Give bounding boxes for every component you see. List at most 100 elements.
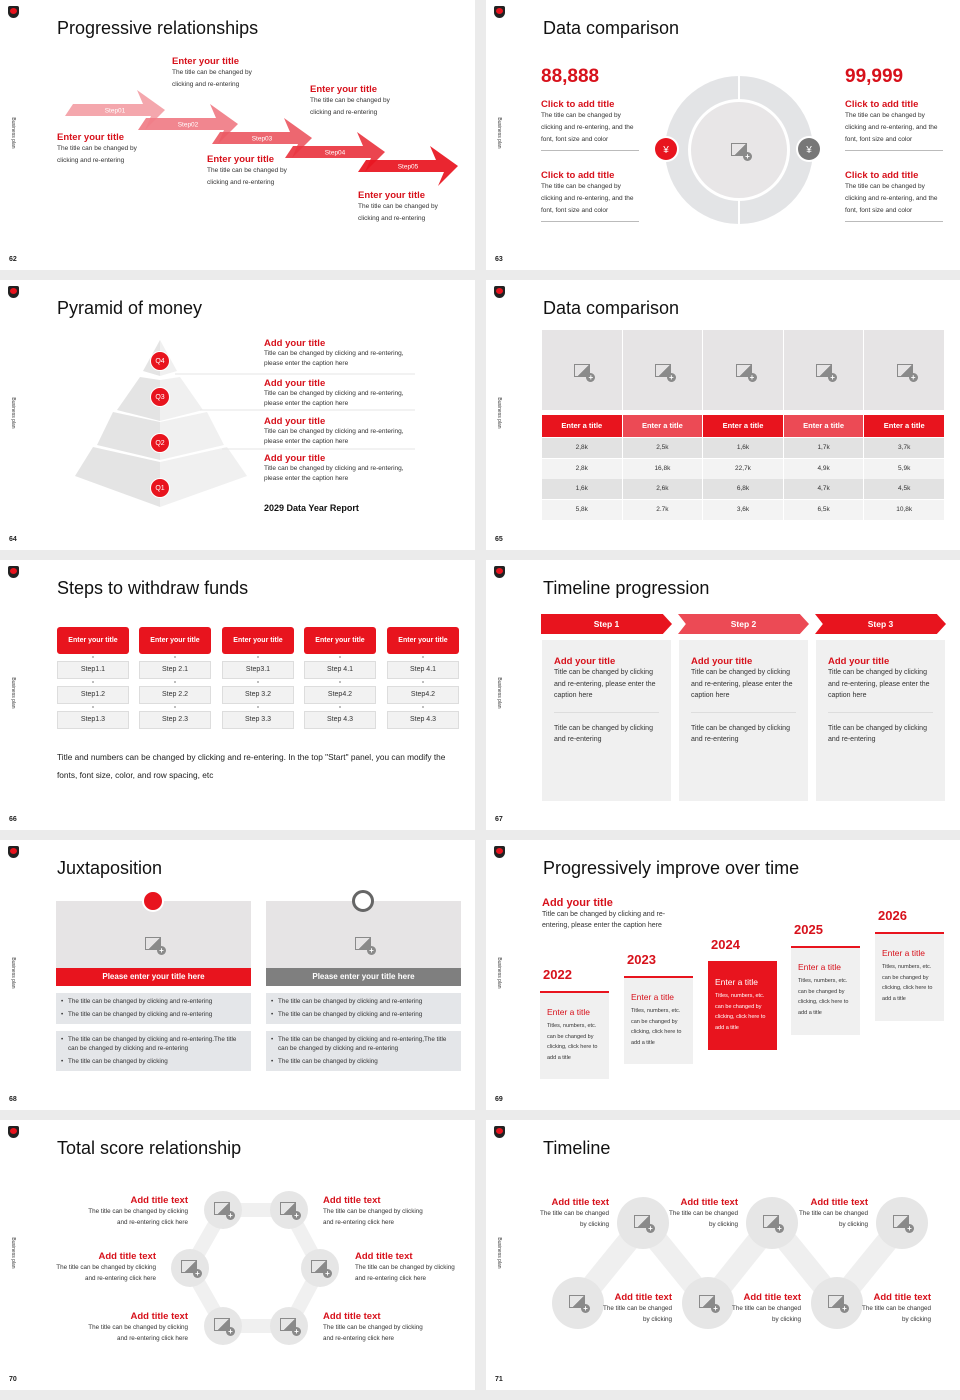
slide-62[interactable]: Business plan 62 Progressive relationshi… [0, 0, 475, 270]
image-placeholder-icon[interactable] [735, 364, 757, 382]
table-cell: 22,7k [703, 458, 783, 479]
image-placeholder-icon[interactable] [893, 1215, 914, 1233]
item-title: Add your title [264, 416, 326, 427]
step-box[interactable]: Step4.2 [304, 686, 376, 704]
item-desc: The title can be changed by clicking and… [323, 1324, 423, 1342]
year-card-title: Enter a title [715, 977, 758, 987]
left-value: 88,888 [541, 66, 600, 87]
text-block: Add title text The title can be changed b… [731, 1292, 801, 1325]
slide-65[interactable]: Business plan 65 Data comparison Enter a… [486, 280, 960, 550]
item-desc: Title can be changed by clicking and re-… [264, 390, 404, 407]
step-box[interactable]: Step 4.1 [387, 661, 459, 679]
image-placeholder-icon[interactable] [311, 1260, 332, 1278]
image-placeholder-icon[interactable] [763, 1215, 784, 1233]
svg-text:¥: ¥ [805, 145, 812, 156]
item-desc: The title can be changed by clicking [603, 1305, 672, 1323]
step-header-button[interactable]: Enter your title [222, 627, 294, 654]
step-header-button[interactable]: Enter your title [304, 627, 376, 654]
step-box[interactable]: Step3.1 [222, 661, 294, 679]
note-text: Title and numbers can be changed by clic… [57, 752, 446, 780]
connector-dot [92, 656, 94, 658]
image-area[interactable] [56, 901, 251, 968]
connector-dot [92, 681, 94, 683]
image-placeholder-icon[interactable] [355, 937, 376, 955]
step-chevron[interactable]: Step 2 [678, 614, 809, 634]
item-title: Enter your title [310, 84, 378, 95]
step-header-button[interactable]: Enter your title [57, 627, 129, 654]
slide-69[interactable]: Business plan 69 Progressively improve o… [486, 840, 960, 1110]
step-box[interactable]: Step 3.3 [222, 711, 294, 729]
bullet-item: The title can be changed by clicking and… [266, 1035, 457, 1053]
step-box[interactable]: Step 3.2 [222, 686, 294, 704]
year-card[interactable]: Enter a title Titles, numbers, etc. can b… [624, 976, 693, 1064]
step-box[interactable]: Step 4.1 [304, 661, 376, 679]
slide-71[interactable]: Business plan 71 Timeline Add title text… [486, 1120, 960, 1390]
image-area[interactable] [266, 901, 461, 968]
bullet-item: The title can be changed by clicking and… [266, 1010, 457, 1019]
year-card[interactable]: Enter a title Titles, numbers, etc. can b… [540, 991, 609, 1079]
step-label: Step05 [398, 164, 419, 171]
image-placeholder-icon[interactable] [569, 1295, 590, 1313]
page-number: 68 [9, 1096, 17, 1103]
side-label: Business plan [496, 677, 502, 709]
slide-68[interactable]: Business plan 68 Juxtaposition Please en… [0, 840, 475, 1110]
item-desc: The title can be changed by clicking [540, 1210, 609, 1228]
level-badge: Q4 [150, 351, 170, 371]
step-box[interactable]: Step1.3 [57, 711, 129, 729]
slide-66[interactable]: Business plan 66 Steps to withdraw funds… [0, 560, 475, 830]
page-number: 63 [495, 256, 503, 263]
step-header-button[interactable]: Enter your title [139, 627, 211, 654]
slide-67[interactable]: Business plan 67 Timeline progression St… [486, 560, 960, 830]
step-box[interactable]: Step 4.3 [304, 711, 376, 729]
step-box[interactable]: Step1.2 [57, 686, 129, 704]
image-placeholder-icon[interactable] [634, 1215, 655, 1233]
slide-63[interactable]: Business plan 63 Data comparison ¥ ¥ 88,… [486, 0, 960, 270]
image-placeholder-icon[interactable] [574, 364, 596, 382]
year-card[interactable]: Enter a title Titles, numbers, etc. can b… [791, 946, 860, 1035]
pyramid [75, 340, 415, 507]
intro-desc: Title can be changed by clicking and re-… [542, 911, 666, 929]
step-box[interactable]: Step 2.3 [139, 711, 211, 729]
item-desc: The title can be changed by clicking and… [358, 203, 438, 222]
image-placeholder-icon[interactable] [280, 1318, 301, 1336]
page-number: 67 [495, 816, 503, 823]
item-desc: The title can be changed by clicking and… [845, 183, 938, 214]
text-block: Add title text The title can be changed b… [668, 1197, 738, 1230]
step-box[interactable]: Step 4.3 [387, 711, 459, 729]
step-box[interactable]: Step 2.1 [139, 661, 211, 679]
table-cell: 1,6k [703, 438, 783, 458]
item-desc: The title can be changed by clicking [799, 1210, 868, 1228]
step-box[interactable]: Step 2.2 [139, 686, 211, 704]
text-block: Add title text The title can be changed b… [539, 1197, 609, 1230]
step-chevron[interactable]: Step 1 [541, 614, 672, 634]
image-placeholder-icon[interactable] [214, 1202, 235, 1220]
step-header-button[interactable]: Enter your title [387, 627, 459, 654]
right-value: 99,999 [845, 66, 904, 87]
step-chevron[interactable]: Step 3 [815, 614, 946, 634]
image-placeholder-icon[interactable] [181, 1260, 202, 1278]
image-placeholder-icon[interactable] [699, 1295, 720, 1313]
bullet-item: The title can be changed by clicking [266, 1057, 457, 1066]
image-placeholder-icon[interactable] [280, 1202, 301, 1220]
image-placeholder-icon[interactable] [214, 1318, 235, 1336]
step-arrows: Step01 Step02 Step03 Step04 Step05 [65, 90, 458, 186]
panel-title-band[interactable]: Please enter your title here [56, 968, 251, 986]
slide-70[interactable]: Business plan 70 Total score relationshi… [0, 1120, 475, 1390]
image-placeholder-icon[interactable] [731, 143, 752, 161]
item-desc: The title can be changed by clicking [862, 1305, 931, 1323]
year-card[interactable]: Enter a title Titles, numbers, etc. can b… [708, 961, 777, 1050]
image-placeholder-icon[interactable] [896, 364, 918, 382]
item-title: Add your title [264, 453, 326, 464]
year-label: 2026 [878, 908, 907, 923]
image-placeholder-icon[interactable] [654, 364, 676, 382]
slide-64[interactable]: Business plan 64 Pyramid of money Q4 Q3 … [0, 280, 475, 550]
table-cell: 4,9k [783, 458, 864, 479]
year-card[interactable]: Enter a title Titles, numbers, etc. can b… [875, 932, 944, 1021]
panel-title-band[interactable]: Please enter your title here [266, 968, 461, 986]
step-box[interactable]: Step1.1 [57, 661, 129, 679]
step-box[interactable]: Step4.2 [387, 686, 459, 704]
image-placeholder-icon[interactable] [828, 1295, 849, 1313]
image-placeholder-icon[interactable] [816, 364, 838, 382]
bullet-box: The title can be changed by clicking and… [266, 993, 461, 1024]
image-placeholder-icon[interactable] [145, 937, 166, 955]
